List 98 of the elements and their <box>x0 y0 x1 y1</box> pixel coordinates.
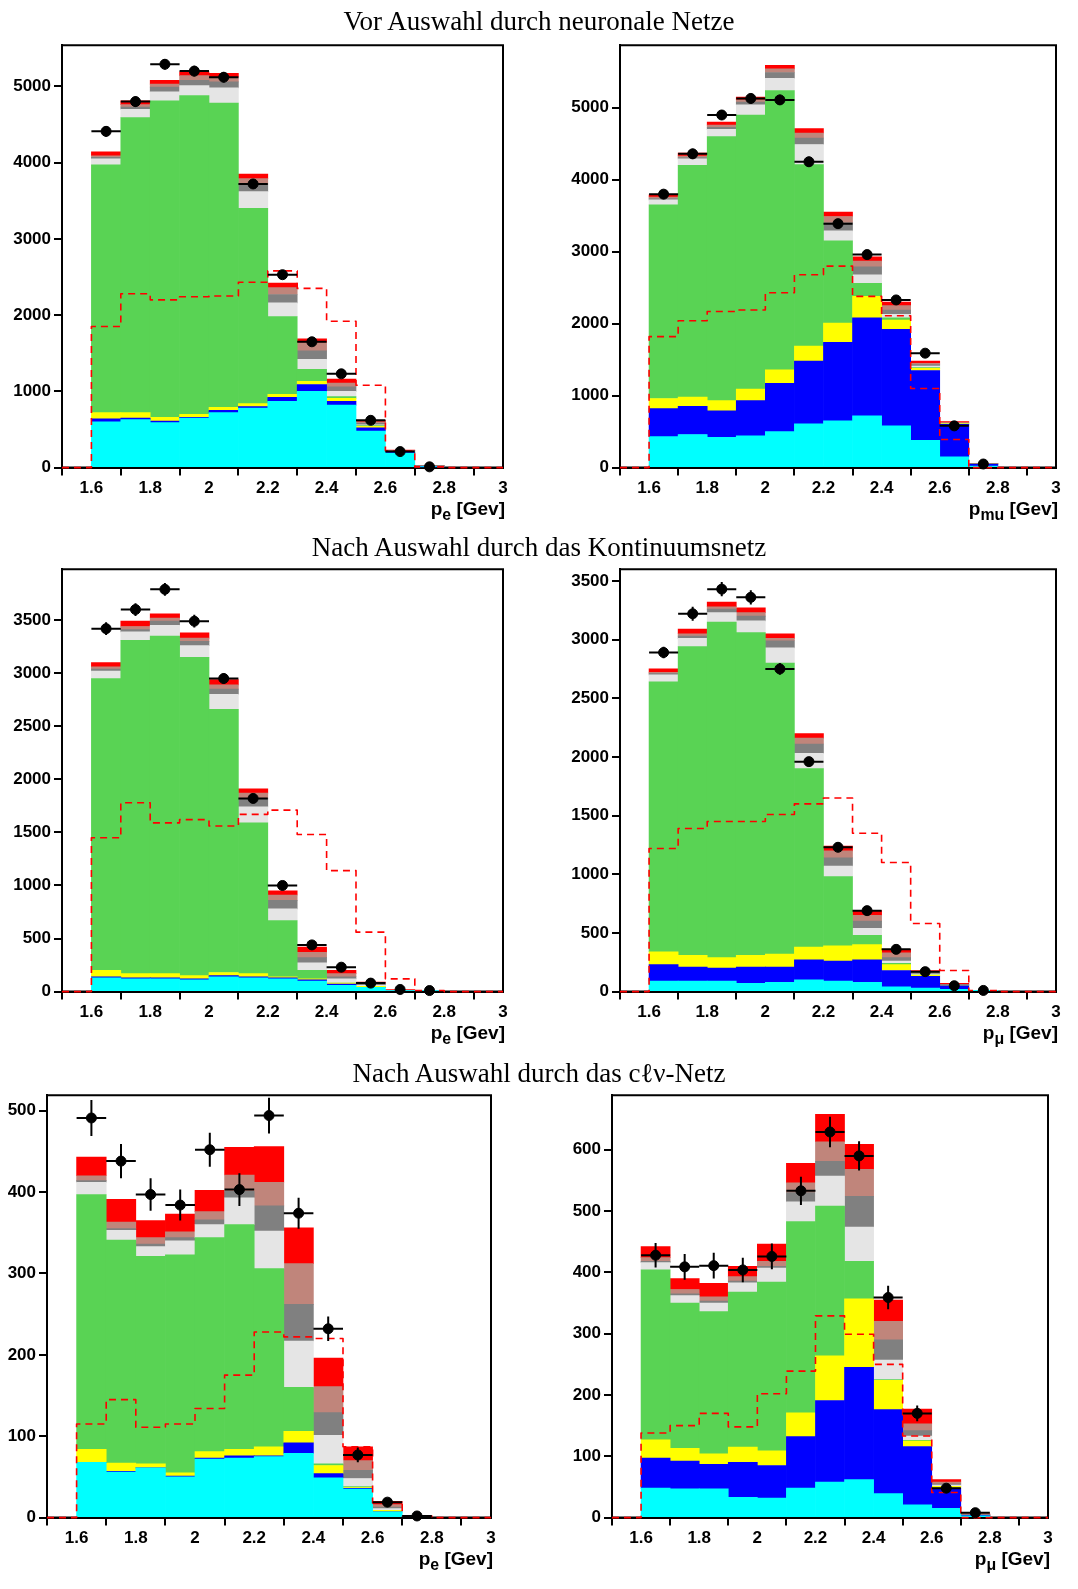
y-tick-label: 3000 <box>13 662 51 682</box>
y-tick-label: 500 <box>572 1200 601 1220</box>
chart-title: Vor Auswahl durch neuronale Netze <box>342 6 736 36</box>
x-axis-title: p$_{μ}$ [Gev] <box>974 1548 1050 1574</box>
x-axis-title: p$_{e}$ [Gev] <box>430 1022 505 1048</box>
x-tick-label: 2.6 <box>927 1002 952 1022</box>
x-tick-label: 3 <box>1043 1528 1053 1548</box>
y-tick-label: 1000 <box>571 863 609 883</box>
x-tick-label: 2.8 <box>432 1002 457 1022</box>
y-tick-label: 4000 <box>571 169 609 189</box>
x-tick-label: 1.6 <box>79 1002 104 1022</box>
y-tick-label: 0 <box>26 1507 36 1527</box>
y-tick-label: 5000 <box>571 97 609 117</box>
x-tick-label: 2.2 <box>255 1002 280 1022</box>
y-tick-label: 0 <box>41 981 51 1001</box>
y-tick-label: 0 <box>599 981 609 1001</box>
x-tick-label: 1.8 <box>695 478 720 498</box>
y-tick-label: 0 <box>599 457 609 477</box>
x-tick-label: 2.2 <box>255 478 280 498</box>
y-tick-label: 3500 <box>13 609 51 629</box>
y-tick-label: 100 <box>572 1445 601 1465</box>
x-tick-label: 2.2 <box>803 1528 828 1548</box>
x-tick-label: 2.4 <box>869 478 894 498</box>
y-tick-label: 1500 <box>13 822 51 842</box>
x-tick-label: 2.8 <box>419 1528 444 1548</box>
y-tick-label: 3000 <box>13 228 51 248</box>
x-axis-title: p$_{e}$ [Gev] <box>418 1548 493 1574</box>
y-tick-label: 600 <box>572 1139 601 1159</box>
x-tick-label: 3 <box>498 478 508 498</box>
x-tick-label: 2.4 <box>314 1002 339 1022</box>
x-tick-label: 1.6 <box>629 1528 653 1548</box>
y-tick-label: 0 <box>591 1507 601 1527</box>
y-tick-label: 500 <box>22 928 51 948</box>
y-tick-label: 0 <box>41 457 51 477</box>
x-tick-label: 2.6 <box>373 1002 398 1022</box>
y-tick-label: 2000 <box>571 313 609 333</box>
x-tick-label: 1.8 <box>138 1002 163 1022</box>
y-tick-label: 400 <box>7 1181 36 1201</box>
y-tick-label: 4000 <box>13 152 51 172</box>
x-tick-label: 2.6 <box>373 478 398 498</box>
x-tick-label: 2.2 <box>811 1002 836 1022</box>
y-tick-label: 2500 <box>571 687 609 707</box>
y-tick-label: 2000 <box>13 769 51 789</box>
chart-title: Nach Auswahl durch das cℓν-Netz <box>351 1058 727 1088</box>
x-axis-title: p$_{μ}$ [Gev] <box>982 1022 1058 1048</box>
y-tick-label: 1000 <box>571 385 609 405</box>
y-tick-label: 500 <box>7 1100 36 1120</box>
x-axis-title: p$_{mu}$ [Gev] <box>968 498 1058 524</box>
y-tick-label: 3500 <box>571 570 609 590</box>
x-tick-label: 3 <box>1051 478 1061 498</box>
x-tick-label: 2.8 <box>986 478 1010 498</box>
x-tick-label: 2 <box>760 1002 771 1022</box>
x-tick-label: 1.6 <box>64 1528 89 1548</box>
x-tick-label: 3 <box>498 1002 508 1022</box>
x-tick-label: 1.8 <box>138 478 163 498</box>
y-tick-label: 400 <box>572 1262 601 1282</box>
x-tick-label: 2.4 <box>861 1528 886 1548</box>
y-tick-label: 5000 <box>13 76 51 96</box>
x-tick-label: 1.6 <box>637 478 661 498</box>
x-tick-label: 2.4 <box>314 478 339 498</box>
x-tick-label: 1.6 <box>637 1002 661 1022</box>
x-tick-label: 1.8 <box>123 1528 148 1548</box>
y-tick-label: 3000 <box>571 629 609 649</box>
x-tick-label: 2 <box>760 478 771 498</box>
x-tick-label: 1.8 <box>687 1528 712 1548</box>
x-tick-label: 2.2 <box>242 1528 267 1548</box>
y-tick-label: 300 <box>7 1263 36 1283</box>
x-tick-label: 3 <box>1051 1002 1061 1022</box>
y-tick-label: 200 <box>572 1384 601 1404</box>
x-tick-label: 2 <box>752 1528 763 1548</box>
y-tick-label: 300 <box>572 1323 601 1343</box>
x-tick-label: 2.8 <box>978 1528 1002 1548</box>
x-tick-label: 2.6 <box>927 478 952 498</box>
y-tick-label: 1000 <box>13 875 51 895</box>
x-tick-label: 2.6 <box>919 1528 944 1548</box>
y-tick-label: 1500 <box>571 805 609 825</box>
y-tick-label: 100 <box>7 1425 36 1445</box>
x-tick-label: 2.8 <box>986 1002 1010 1022</box>
x-tick-label: 3 <box>486 1528 496 1548</box>
x-tick-label: 2 <box>204 478 214 498</box>
x-tick-label: 2.2 <box>811 478 836 498</box>
y-tick-label: 200 <box>7 1344 36 1364</box>
x-tick-label: 2 <box>190 1528 200 1548</box>
chart-title: Nach Auswahl durch das Kontinuumsnetz <box>310 532 768 562</box>
x-tick-label: 2.8 <box>432 478 457 498</box>
y-tick-label: 2500 <box>13 715 51 735</box>
y-tick-label: 2000 <box>571 746 609 766</box>
x-tick-label: 2 <box>204 1002 214 1022</box>
x-tick-label: 1.8 <box>695 1002 720 1022</box>
x-tick-label: 2.4 <box>301 1528 326 1548</box>
x-tick-label: 2.4 <box>869 1002 894 1022</box>
y-tick-label: 1000 <box>13 381 51 401</box>
x-axis-title: p$_{e}$ [Gev] <box>430 498 505 524</box>
y-tick-label: 2000 <box>13 304 51 324</box>
y-tick-label: 500 <box>580 922 609 942</box>
y-tick-label: 3000 <box>571 241 609 261</box>
x-tick-label: 1.6 <box>79 478 104 498</box>
x-tick-label: 2.6 <box>360 1528 385 1548</box>
